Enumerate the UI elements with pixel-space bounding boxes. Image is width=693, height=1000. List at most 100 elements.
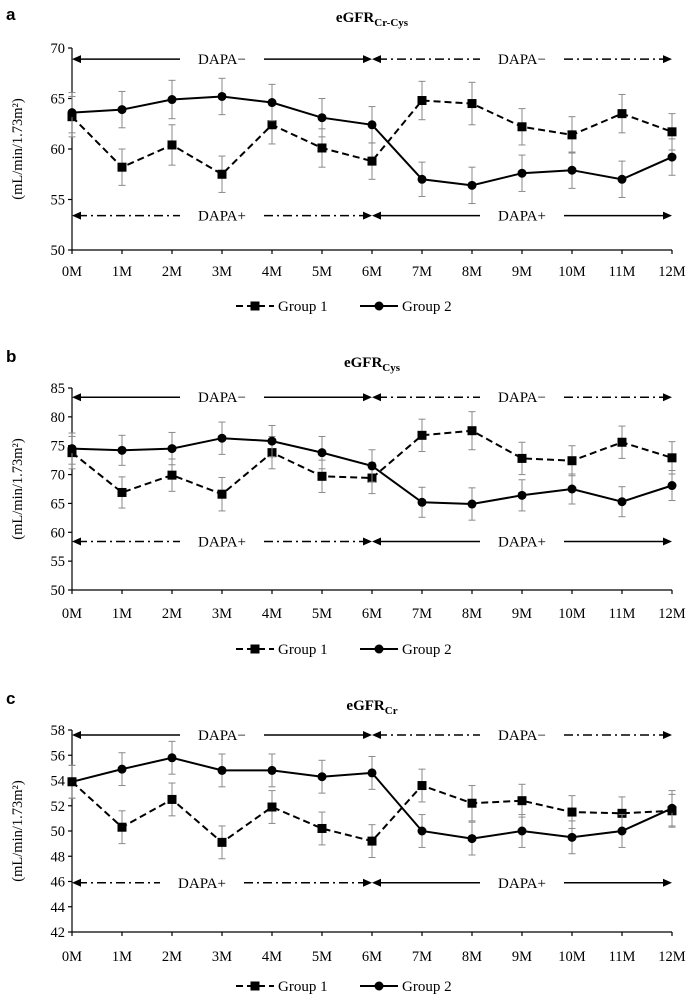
phase-arrowhead-left [372,55,381,64]
x-tick-label: 6M [362,949,382,965]
x-tick-label: 8M [462,949,482,965]
data-point-circle [267,765,277,775]
data-point-square [167,140,177,150]
y-tick-label: 46 [51,875,66,891]
data-point-square [667,127,677,137]
y-tick-label: 55 [51,554,66,570]
x-tick-label: 8M [462,264,482,280]
y-tick-label: 60 [51,142,66,158]
data-point-square [217,169,227,179]
data-point-square [317,823,327,833]
data-point-circle [517,490,527,500]
x-tick-label: 4M [262,264,282,280]
y-tick-label: 60 [51,525,66,541]
data-point-square [517,796,527,806]
chart-title-main: eGFR [346,698,384,714]
phase-label: DAPA− [498,728,546,744]
data-point-square [117,822,127,832]
x-tick-label: 7M [412,606,432,622]
data-point-circle [267,98,277,108]
y-tick-label: 50 [51,824,66,840]
data-point-square [317,471,327,481]
data-point-square [117,487,127,497]
data-point-square [367,156,377,166]
data-point-square [167,470,177,480]
phase-label: DAPA+ [498,209,546,225]
x-tick-label: 11M [609,264,636,280]
data-point-circle [567,832,577,842]
phase-arrowhead-right [363,393,372,402]
y-tick-label: 70 [51,41,66,57]
chart-title-main: eGFR [336,10,374,26]
phase-label: DAPA− [498,390,546,406]
x-tick-label: 12M [658,606,686,622]
data-point-circle [317,772,327,782]
legend-label: Group 1 [278,979,328,995]
data-point-circle [467,834,477,844]
y-tick-label: 55 [51,193,66,209]
phase-label: DAPA− [198,52,246,68]
x-tick-label: 2M [162,264,182,280]
y-axis-label: (mL/min/1.73m²) [10,438,26,540]
y-tick-label: 75 [51,439,66,455]
y-tick-label: 42 [51,925,66,941]
chart-title-main: eGFR [344,355,382,371]
phase-label: DAPA+ [198,209,246,225]
data-point-square [567,807,577,817]
panel-b: b eGFRCys (mL/min/1.73m²) 50 55 60 65 70 75 80 85 0… [6,347,686,658]
data-point-circle [667,481,677,491]
data-point-circle [467,499,477,509]
phase-arrowhead-left [72,211,81,220]
y-tick-label: 70 [51,468,66,484]
legend-label: Group 2 [402,979,452,995]
x-tick-label: 4M [262,606,282,622]
phase-arrowhead-right [363,211,372,220]
data-point-circle [617,497,627,507]
data-point-circle [417,497,427,507]
x-tick-label: 8M [462,606,482,622]
x-tick-label: 5M [312,606,332,622]
phase-arrowhead-right [663,537,672,546]
phase-arrowhead-left [372,211,381,220]
data-point-circle [317,113,327,123]
data-point-circle [517,168,527,178]
data-point-square [617,437,627,447]
phase-label: DAPA− [198,728,246,744]
x-tick-label: 3M [212,264,232,280]
phase-arrowhead-right [363,537,372,546]
data-point-square [217,489,227,499]
data-point-circle [117,445,127,455]
series-2 [67,421,677,521]
data-point-square [567,130,577,140]
x-tick-label: 3M [212,606,232,622]
data-point-circle [67,777,77,787]
data-point-circle [117,764,127,774]
data-point-circle [367,120,377,130]
data-point-square [267,120,277,130]
phase-arrowhead-left [72,537,81,546]
panel-letter: b [6,347,16,366]
data-point-square [417,781,427,791]
data-point-circle [117,105,127,115]
data-point-circle [67,444,77,454]
phase-arrowhead-right [663,211,672,220]
x-tick-label: 1M [112,264,132,280]
legend-label: Group 1 [278,299,328,315]
panel-c: c eGFRCr (mL/min/1.73m²) 42 44 46 48 50 52 54 56 58… [6,689,686,995]
y-tick-label: 65 [51,496,66,512]
data-point-circle [667,152,677,162]
data-point-square [667,453,677,463]
data-point-square [517,453,527,463]
phase-arrowhead-right [663,731,672,740]
phase-arrowhead-right [363,878,372,887]
data-point-circle [317,448,327,458]
x-tick-label: 12M [658,949,686,965]
legend-marker-square [250,644,260,654]
y-tick-label: 56 [51,748,66,764]
legend-label: Group 2 [402,299,452,315]
data-point-circle [267,436,277,446]
chart-title-subscript: Cr-Cys [374,17,409,29]
y-tick-label: 44 [51,900,66,916]
data-point-circle [417,826,427,836]
